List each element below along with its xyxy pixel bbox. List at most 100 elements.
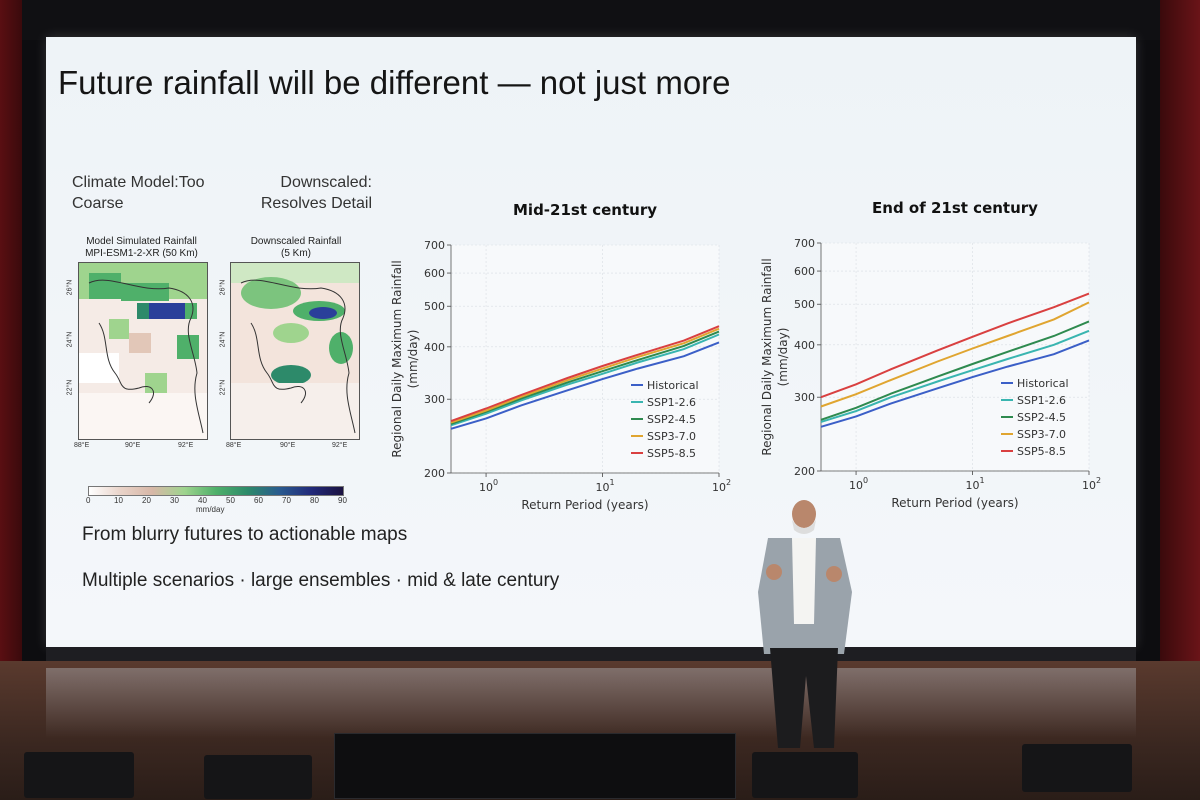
x-axis-label: Return Period (years) — [521, 498, 648, 512]
colorbar-tick: 20 — [142, 496, 151, 505]
map1-xtick: 88°E — [74, 442, 90, 449]
y-axis-unit: (mm/day) — [406, 330, 420, 389]
colorbar-tick: 60 — [254, 496, 263, 505]
y-tick-label: 400 — [794, 339, 815, 352]
y-tick-label: 600 — [794, 265, 815, 278]
colorbar-tick: 10 — [114, 496, 123, 505]
stage-speaker-right — [1022, 744, 1132, 792]
legend-label: Historical — [1017, 377, 1069, 390]
stage-speaker — [752, 752, 858, 798]
x-tick-label: 10 — [966, 479, 980, 492]
series-line — [450, 330, 720, 425]
x-tick-label: 10 — [596, 481, 610, 494]
colorbar-tick: 30 — [170, 496, 179, 505]
x-tick-label: 10 — [479, 481, 493, 494]
series-line — [820, 329, 1090, 423]
map2-ytick: 24°N — [219, 331, 227, 348]
downscaled-rainfall-map — [230, 262, 360, 440]
colorbar — [88, 486, 344, 496]
stage-speaker-left — [24, 752, 134, 798]
map2-ytick: 22°N — [219, 379, 227, 396]
series-line — [820, 301, 1090, 408]
series-line — [450, 325, 720, 423]
legend-label: SSP5-8.5 — [647, 447, 696, 460]
chart-title: End of 21st century — [872, 199, 1038, 217]
y-tick-label: 200 — [794, 465, 815, 478]
x-tick-exponent: 2 — [1096, 476, 1101, 485]
x-tick-exponent: 1 — [980, 476, 985, 485]
colorbar-tick: 80 — [310, 496, 319, 505]
y-tick-label: 600 — [424, 267, 445, 280]
climate-model-label: Climate Model:Too Coarse — [72, 174, 205, 212]
map2-xtick: 92°E — [332, 442, 348, 449]
presenter — [758, 500, 852, 748]
curtain-left — [0, 0, 22, 690]
colorbar-tick: 90 — [338, 496, 347, 505]
x-axis-label: Return Period (years) — [891, 496, 1018, 510]
series-line — [820, 292, 1090, 399]
legend-label: SSP2-4.5 — [647, 413, 696, 426]
slide-title: Future rainfall will be different — not … — [58, 64, 731, 101]
legend-label: SSP3-7.0 — [1017, 428, 1066, 441]
x-tick-label: 10 — [712, 481, 726, 494]
map1-xtick: 90°E — [125, 442, 141, 449]
curtain-right — [1160, 0, 1200, 690]
map2-xtick: 88°E — [226, 442, 242, 449]
legend-label: SSP2-4.5 — [1017, 411, 1066, 424]
map1-xtick: 92°E — [178, 442, 194, 449]
y-axis-label: Regional Daily Maximum Rainfall — [760, 258, 774, 455]
stage-ceiling — [0, 0, 1200, 40]
bullet-1: From blurry futures to actionable maps — [82, 524, 408, 545]
coarse-map-graphic — [79, 263, 207, 439]
legend-label: SSP1-2.6 — [1017, 394, 1066, 407]
y-tick-label: 700 — [794, 237, 815, 250]
legend-label: SSP1-2.6 — [647, 396, 696, 409]
map2-xtick: 90°E — [280, 442, 296, 449]
map1-ytick: 22°N — [66, 379, 74, 396]
legend-label: SSP5-8.5 — [1017, 445, 1066, 458]
stage-monitor — [334, 733, 736, 799]
map2-ytick: 26°N — [219, 279, 227, 296]
series-line — [820, 320, 1090, 421]
map2-title: Downscaled Rainfall (5 Km) — [250, 236, 342, 259]
downscaled-label: Downscaled: Resolves Detail — [260, 174, 372, 212]
coarse-rainfall-map — [78, 262, 208, 440]
y-axis-unit: (mm/day) — [776, 328, 790, 387]
map1-title: Model Simulated Rainfall MPI-ESM1-2-XR (… — [85, 236, 198, 259]
y-tick-label: 300 — [424, 393, 445, 406]
map1-ytick: 26°N — [66, 279, 74, 296]
y-tick-label: 500 — [794, 298, 815, 311]
x-tick-exponent: 0 — [863, 476, 868, 485]
y-tick-label: 700 — [424, 239, 445, 252]
y-axis-label: Regional Daily Maximum Rainfall — [390, 260, 404, 457]
x-tick-label: 10 — [849, 479, 863, 492]
series-line — [450, 341, 720, 430]
colorbar-tick: 70 — [282, 496, 291, 505]
series-line — [450, 333, 720, 427]
y-tick-label: 300 — [794, 391, 815, 404]
x-tick-exponent: 0 — [493, 478, 498, 487]
colorbar-tick: 0 — [86, 496, 91, 505]
bullet-2: Multiple scenarios · large ensembles · m… — [82, 570, 560, 591]
x-tick-label: 10 — [1082, 479, 1096, 492]
map1-ytick: 24°N — [66, 331, 74, 348]
y-tick-label: 500 — [424, 300, 445, 313]
floor-reflection — [46, 668, 1136, 738]
stage-speaker — [204, 755, 312, 799]
y-tick-label: 200 — [424, 467, 445, 480]
x-tick-exponent: 2 — [726, 478, 731, 487]
legend-label: SSP3-7.0 — [647, 430, 696, 443]
x-tick-exponent: 1 — [610, 478, 615, 487]
colorbar-tick: 40 — [198, 496, 207, 505]
chart-title: Mid-21st century — [513, 201, 657, 219]
legend-label: Historical — [647, 379, 699, 392]
colorbar-unit: mm/day — [196, 505, 225, 514]
y-tick-label: 400 — [424, 341, 445, 354]
series-line — [820, 339, 1090, 428]
colorbar-tick: 50 — [226, 496, 235, 505]
downscaled-map-graphic — [231, 263, 359, 439]
series-line — [450, 327, 720, 424]
screen-frame — [46, 647, 1136, 661]
